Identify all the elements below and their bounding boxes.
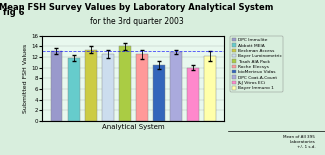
- Legend: DPC Immulite, Abbott MEIA, Beckman Access, Bayer Luminometric, Tosoh AIA Pack, R: DPC Immulite, Abbott MEIA, Beckman Acces…: [230, 36, 283, 92]
- Bar: [119, 46, 131, 121]
- Bar: [68, 58, 80, 121]
- Bar: [170, 52, 182, 121]
- Text: for the 3rd quarter 2003: for the 3rd quarter 2003: [90, 17, 183, 26]
- Text: fig 6: fig 6: [3, 8, 25, 17]
- Y-axis label: Submitted FSH Values: Submitted FSH Values: [23, 44, 28, 113]
- Bar: [102, 54, 114, 121]
- Text: Mean of All 395
Laboratories
+/- 1 s.d.: Mean of All 395 Laboratories +/- 1 s.d.: [283, 135, 315, 149]
- Bar: [187, 68, 199, 121]
- Bar: [50, 51, 62, 121]
- X-axis label: Analytical System: Analytical System: [102, 124, 164, 130]
- Bar: [136, 54, 148, 121]
- Text: Mean FSH Survey Values by Laboratory Analytical System: Mean FSH Survey Values by Laboratory Ana…: [0, 3, 274, 12]
- Bar: [84, 49, 97, 121]
- Bar: [204, 56, 216, 121]
- Bar: [153, 65, 165, 121]
